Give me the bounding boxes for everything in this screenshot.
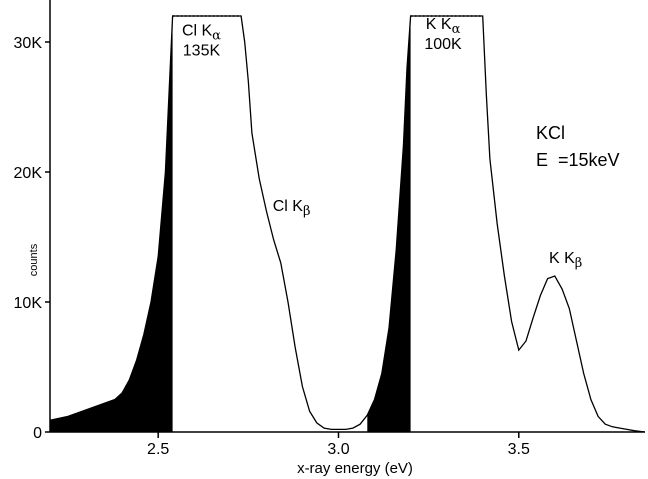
sample-label-energy: E =15keV	[536, 150, 620, 170]
y-ticks: 0 10K 20K 30K	[14, 35, 50, 442]
x-axis-label: x-ray energy (eV)	[297, 460, 413, 477]
y-tick-label: 20K	[14, 165, 43, 182]
annotation-cl-kb: Cl Kβ	[273, 198, 311, 219]
shaded-region-1	[367, 16, 411, 432]
y-tick-label: 30K	[14, 35, 43, 52]
x-tick-label: 2.5	[147, 441, 169, 458]
shaded-region-0	[50, 16, 173, 432]
annotation-cl-ka: Cl Kα	[182, 23, 221, 44]
annotation-k-kb: K Kβ	[549, 250, 582, 271]
annotation-k-ka: K Kα	[426, 16, 461, 37]
x-tick-label: 3.5	[508, 441, 530, 458]
shaded-regions	[50, 16, 411, 432]
spectrum-curve	[49, 15, 646, 433]
y-tick-label: 10K	[14, 295, 43, 312]
y-axis-label: counts	[28, 243, 40, 276]
sample-label-compound: KCl	[536, 123, 565, 143]
annotation-cl-ka-value: 135K	[183, 43, 221, 60]
annotation-k-ka-value: 100K	[424, 36, 462, 53]
x-tick-label: 3.0	[327, 441, 349, 458]
x-ticks: 2.5 3.0 3.5	[147, 432, 530, 458]
y-tick-label: 0	[33, 425, 42, 442]
